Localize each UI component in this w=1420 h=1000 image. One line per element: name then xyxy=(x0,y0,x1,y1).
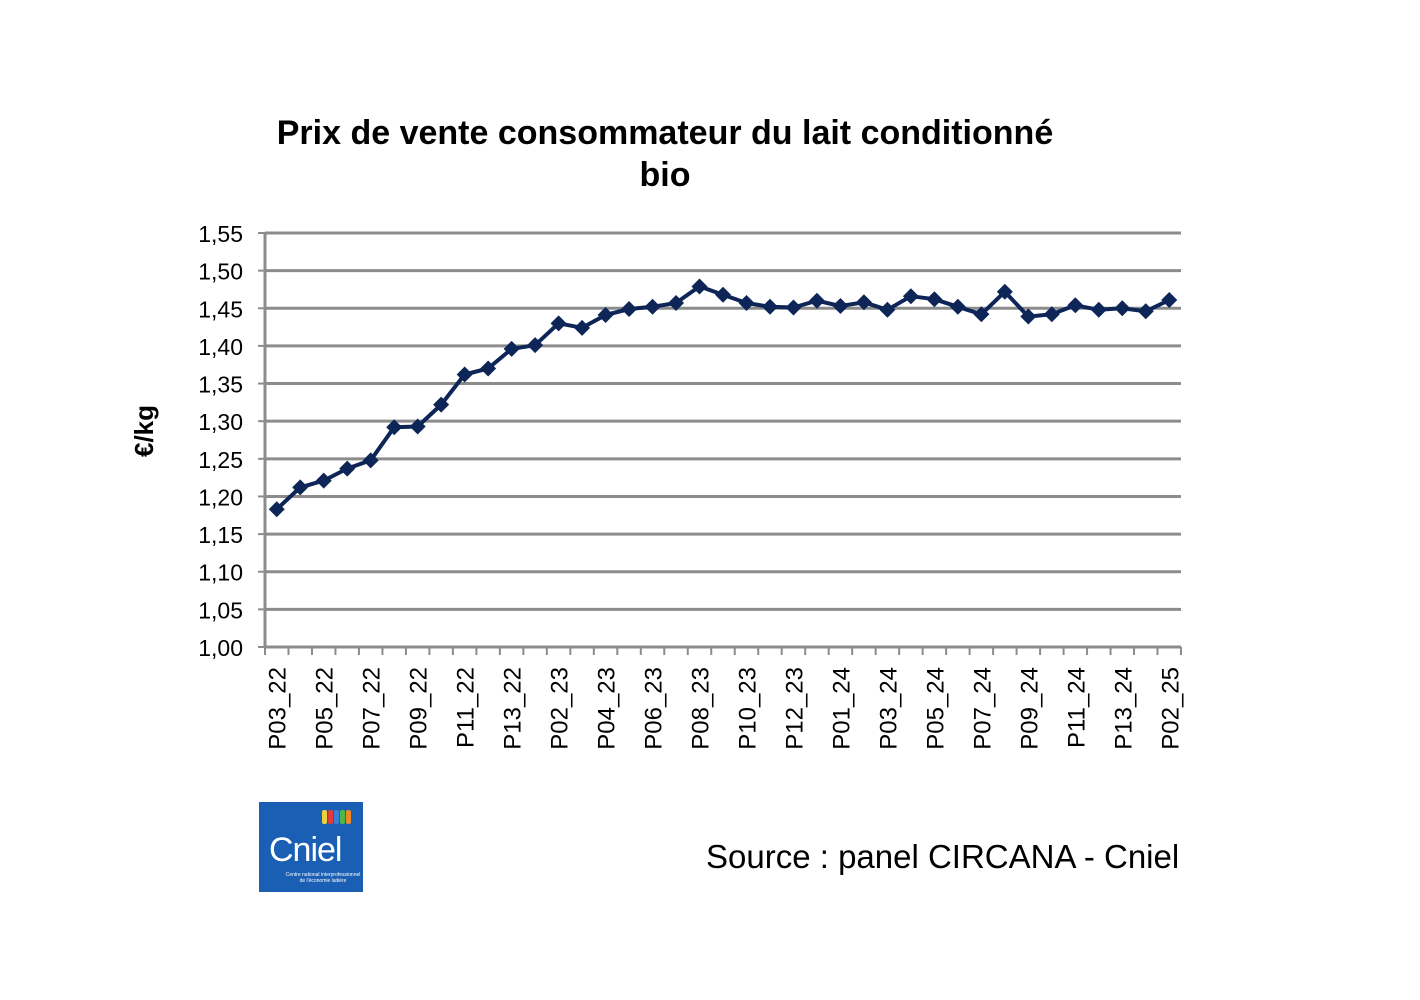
y-tick-label: 1,10 xyxy=(198,560,243,586)
x-tick-label: P03_22 xyxy=(265,667,292,750)
data-point xyxy=(550,315,567,332)
data-point xyxy=(879,301,896,318)
data-point xyxy=(409,418,426,435)
chart-title: Prix de vente consommateur du lait condi… xyxy=(240,112,1090,196)
y-tick-label: 1,50 xyxy=(198,259,243,285)
y-tick-labels: 1,00 1,05 1,10 1,15 1,20 1,25 1,30 1,35 1,40 1,45… xyxy=(198,221,243,661)
x-tick-labels: P03_22 P05_22 P07_22 P09_22 P11_22 P13_22 P02_… xyxy=(265,667,1185,750)
data-point xyxy=(761,298,778,315)
data-point xyxy=(503,340,520,357)
data-point xyxy=(527,337,544,354)
data-point xyxy=(574,319,591,336)
y-tick-label: 1,40 xyxy=(198,334,243,360)
data-point xyxy=(785,299,802,316)
data-point xyxy=(644,298,661,315)
data-point xyxy=(292,479,309,496)
x-tick-label: P10_23 xyxy=(734,667,761,750)
logo-wordmark: Cniel xyxy=(269,831,342,869)
data-point xyxy=(1090,301,1107,318)
x-tick-label: P05_22 xyxy=(312,667,339,750)
data-point xyxy=(456,366,473,383)
logo-color-mark xyxy=(340,810,345,824)
y-tick-label: 1,05 xyxy=(198,597,243,623)
y-tick-label: 1,00 xyxy=(198,635,243,661)
x-tick-label: P13_24 xyxy=(1110,667,1137,750)
x-tick-label: P05_24 xyxy=(922,667,949,750)
data-point xyxy=(386,419,403,436)
data-point xyxy=(691,278,708,295)
x-tick-label: P02_23 xyxy=(547,667,574,750)
y-tick-label: 1,45 xyxy=(198,296,243,322)
x-tick-label: P11_22 xyxy=(453,667,480,748)
logo-color-marks xyxy=(322,810,351,824)
series-line xyxy=(275,284,1171,511)
data-point xyxy=(1067,297,1084,314)
x-tick-label: P07_24 xyxy=(969,667,996,750)
data-point xyxy=(832,298,849,315)
y-tick-label: 1,25 xyxy=(198,447,243,473)
data-point xyxy=(339,460,356,477)
y-tick-label: 1,15 xyxy=(198,522,243,548)
data-point xyxy=(949,298,966,315)
data-point xyxy=(973,306,990,323)
data-point xyxy=(1114,300,1131,317)
x-tick-label: P02_25 xyxy=(1157,667,1184,750)
logo-color-mark xyxy=(346,810,351,824)
data-point xyxy=(855,294,872,311)
x-tick-label: P09_24 xyxy=(1016,667,1043,750)
data-point xyxy=(808,292,825,309)
y-tick-label: 1,55 xyxy=(198,221,243,247)
data-point xyxy=(996,283,1013,300)
data-point xyxy=(621,301,638,318)
logo-color-mark xyxy=(322,810,327,824)
data-point xyxy=(926,291,943,308)
x-tick-label: P06_23 xyxy=(641,667,668,750)
source-note: Source : panel CIRCANA - Cniel xyxy=(706,838,1180,875)
data-point xyxy=(597,307,614,324)
logo-color-mark xyxy=(334,810,339,824)
data-point xyxy=(1161,291,1178,308)
data-point xyxy=(480,360,497,377)
x-tick-label: P08_23 xyxy=(688,667,715,750)
x-tick-label: P01_24 xyxy=(828,667,855,750)
data-point xyxy=(902,288,919,305)
x-tick-label: P12_23 xyxy=(781,667,808,750)
y-tick-label: 1,30 xyxy=(198,409,243,435)
x-tick-label: P07_22 xyxy=(359,667,386,750)
data-point xyxy=(668,295,685,312)
y-axis-label: €/kg xyxy=(129,405,159,457)
series xyxy=(268,278,1178,518)
cniel-logo: Cniel Centre national interprofessionnel… xyxy=(259,802,363,892)
logo-color-mark xyxy=(328,810,333,824)
data-point xyxy=(362,452,379,469)
x-tick-label: P03_24 xyxy=(875,667,902,750)
data-point xyxy=(1043,306,1060,323)
x-tick-label: P09_22 xyxy=(406,667,433,750)
data-point xyxy=(715,286,731,303)
y-tick-label: 1,20 xyxy=(198,484,243,510)
x-tick-label: P04_23 xyxy=(594,667,621,750)
data-point xyxy=(738,295,755,312)
data-point xyxy=(315,472,332,489)
chart-title-line-1: Prix de vente consommateur du lait condi… xyxy=(276,114,1054,152)
chart-title-line-2: bio xyxy=(639,156,691,194)
x-tick-label: P13_22 xyxy=(500,667,527,750)
data-point xyxy=(1020,308,1037,325)
data-point xyxy=(268,501,285,518)
x-tick-label: P11_24 xyxy=(1063,667,1090,748)
logo-subtitle: Centre national interprofessionnel de l'… xyxy=(285,872,361,884)
data-point xyxy=(1137,303,1154,320)
axes xyxy=(258,232,1182,655)
y-tick-label: 1,35 xyxy=(198,372,243,398)
data-point xyxy=(433,396,450,413)
